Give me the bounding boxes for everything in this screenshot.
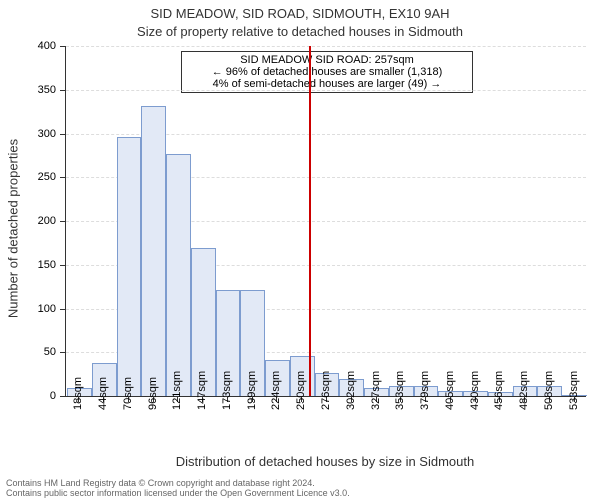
bar <box>166 154 191 396</box>
bar <box>117 137 142 396</box>
y-tick-label: 0 <box>50 390 56 402</box>
annotation-box: SID MEADOW SID ROAD: 257sqm ← 96% of det… <box>181 51 473 93</box>
grid-line <box>66 90 586 91</box>
y-tick-label: 400 <box>38 40 56 52</box>
y-tick-label: 250 <box>38 171 56 183</box>
annotation-line3: 4% of semi-detached houses are larger (4… <box>182 78 472 90</box>
y-tick <box>60 396 66 397</box>
chart-container: SID MEADOW, SID ROAD, SIDMOUTH, EX10 9AH… <box>0 0 600 500</box>
y-tick <box>60 265 66 266</box>
footer: Contains HM Land Registry data © Crown c… <box>6 478 350 498</box>
y-tick-label: 100 <box>38 303 56 315</box>
y-tick-label: 50 <box>44 346 56 358</box>
y-tick-label: 200 <box>38 215 56 227</box>
footer-line2: Contains public sector information licen… <box>6 488 350 498</box>
y-tick <box>60 309 66 310</box>
y-tick-label: 350 <box>38 84 56 96</box>
title-line2: Size of property relative to detached ho… <box>0 24 600 39</box>
y-tick-label: 300 <box>38 128 56 140</box>
y-tick <box>60 352 66 353</box>
title-line1: SID MEADOW, SID ROAD, SIDMOUTH, EX10 9AH <box>0 6 600 21</box>
plot-area: SID MEADOW SID ROAD: 257sqm ← 96% of det… <box>65 46 586 397</box>
footer-line1: Contains HM Land Registry data © Crown c… <box>6 478 350 488</box>
bar <box>141 106 166 396</box>
x-axis-label: Distribution of detached houses by size … <box>65 454 585 469</box>
marker-line <box>309 46 311 396</box>
annotation-line1: SID MEADOW SID ROAD: 257sqm <box>182 54 472 66</box>
y-tick <box>60 134 66 135</box>
y-tick <box>60 46 66 47</box>
annotation-line2: ← 96% of detached houses are smaller (1,… <box>182 66 472 78</box>
grid-line <box>66 46 586 47</box>
y-tick-label: 150 <box>38 259 56 271</box>
y-tick <box>60 221 66 222</box>
y-tick <box>60 90 66 91</box>
y-tick <box>60 177 66 178</box>
y-axis-label: Number of detached properties <box>6 54 21 404</box>
